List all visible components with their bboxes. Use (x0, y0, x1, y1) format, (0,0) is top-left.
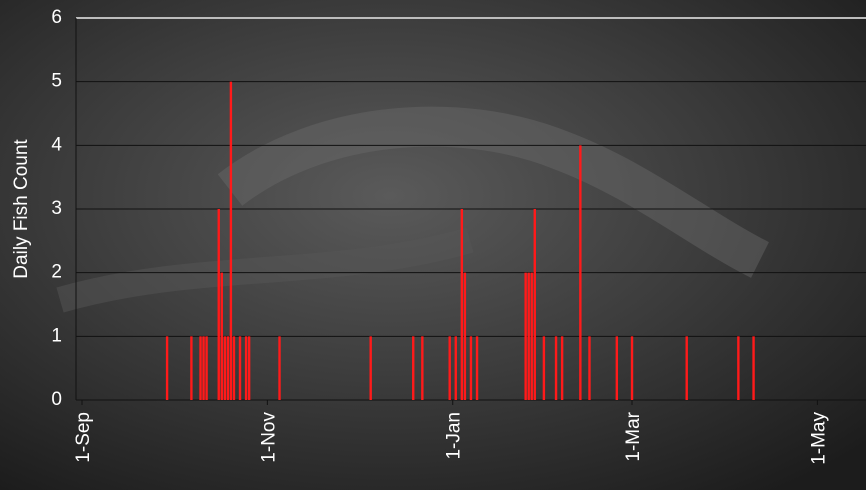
bar (205, 336, 208, 400)
bar (530, 272, 533, 400)
bar (238, 336, 242, 400)
bar (554, 336, 558, 400)
x-tick-label: 1-May (808, 412, 829, 465)
bar (685, 336, 688, 400)
bar (469, 336, 473, 400)
bar (165, 336, 169, 400)
bar (737, 336, 740, 400)
background-log (217, 106, 770, 278)
bar (232, 336, 236, 400)
y-tick-label: 0 (51, 389, 62, 410)
bar (752, 336, 755, 400)
bar (247, 336, 251, 400)
bar (229, 81, 233, 401)
bar (220, 272, 223, 400)
bar (244, 336, 248, 400)
y-tick-label: 6 (51, 7, 62, 28)
bar (190, 336, 193, 400)
bar (217, 209, 220, 400)
bar (421, 336, 424, 400)
bar (226, 336, 230, 400)
bar (542, 336, 546, 400)
bar (460, 209, 464, 400)
x-tick-label: 1-Nov (258, 412, 279, 463)
bar (588, 336, 591, 400)
y-tick-label: 4 (51, 134, 62, 155)
bar (560, 336, 564, 400)
bar (527, 272, 530, 400)
bar (475, 336, 479, 400)
bar (369, 336, 372, 400)
bar (223, 336, 227, 400)
bar (524, 272, 527, 400)
bar (615, 336, 619, 400)
y-tick-label: 5 (51, 71, 62, 92)
y-tick-label: 2 (51, 262, 62, 283)
x-tick-label: 1-Jan (444, 412, 465, 460)
bar (463, 272, 467, 400)
bar (533, 209, 536, 400)
x-tick-label: 1-Mar (623, 411, 644, 461)
bar (412, 336, 415, 400)
bar (278, 336, 281, 400)
bar (579, 145, 582, 400)
bar (630, 336, 634, 400)
background-branch (56, 227, 474, 313)
bar (202, 336, 205, 400)
bar (199, 336, 202, 400)
bar (448, 336, 451, 400)
y-axis-title: Daily Fish Count (11, 139, 32, 279)
y-tick-label: 3 (51, 198, 62, 219)
x-tick-label: 1-Sep (73, 412, 94, 463)
bar (454, 336, 457, 400)
y-tick-label: 1 (51, 325, 62, 346)
